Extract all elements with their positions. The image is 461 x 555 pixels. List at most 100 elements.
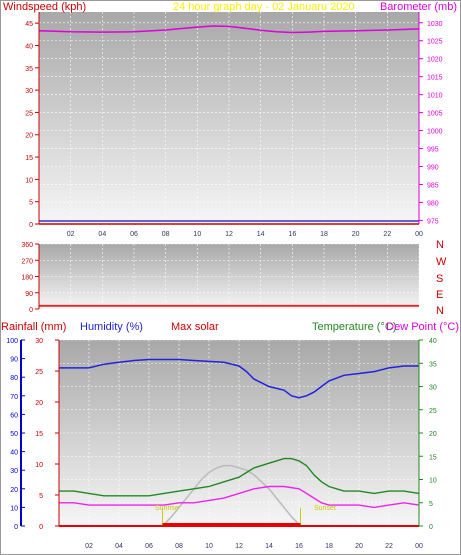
x-tick-label: 18	[325, 543, 333, 550]
x-tick-label: 16	[295, 543, 303, 550]
windspeed-tick-label: 35	[25, 66, 33, 73]
x-tick-label: 14	[265, 543, 273, 550]
barometer-tick-label: 1000	[427, 129, 443, 136]
x-tick-label: 18	[320, 231, 328, 238]
x-tick-label: 10	[193, 231, 201, 238]
windspeed-axis-label: Windspeed (kph)	[3, 1, 86, 13]
x-tick-label: 02	[67, 231, 75, 238]
windspeed-tick-label: 25	[25, 110, 33, 117]
windspeed-tick-label: 45	[25, 21, 33, 28]
rainfall-tick-label: 10	[35, 462, 43, 469]
temp-humidity-series	[59, 358, 420, 527]
legend-dew-point: Dew Point (°C)	[386, 321, 459, 333]
humidity-tick-label: 20	[10, 487, 18, 494]
rainfall-tick-label: 20	[35, 400, 43, 407]
legend-rainfall: Rainfall (mm)	[1, 321, 66, 333]
compass-label: S	[436, 273, 443, 285]
barometer-tick-label: 995	[427, 147, 439, 154]
barometer-tick-label: 1015	[427, 75, 443, 82]
x-tick-label: 04	[98, 231, 106, 238]
humidity-tick-label: 10	[10, 505, 18, 512]
windspeed-tick-label: 30	[25, 88, 33, 95]
humidity-tick-label: 90	[10, 357, 18, 364]
x-tick-label: 14	[257, 231, 265, 238]
x-tick-label: 22	[383, 231, 391, 238]
direction-tick-label: 360	[21, 242, 33, 249]
barometer-tick-label: 1020	[427, 57, 443, 64]
x-tick-label: 20	[355, 543, 363, 550]
windspeed-tick-label: 0	[29, 222, 33, 229]
temperature-tick-label: 30	[429, 385, 437, 392]
sunset-label: Sunset	[314, 505, 336, 512]
temperature-series	[59, 457, 420, 497]
barometer-tick-label: 1025	[427, 39, 443, 46]
humidity-tick-label: 30	[10, 468, 18, 475]
windspeed-tick-label: 15	[25, 155, 33, 162]
humidity-tick-label: 50	[10, 431, 18, 438]
barometer-series	[38, 25, 420, 34]
humidity-tick-label: 0	[14, 524, 18, 531]
max-solar-series	[161, 464, 302, 527]
windspeed-tick-label: 10	[25, 177, 33, 184]
sunrise-label: Sunrise	[155, 505, 179, 512]
daylight-strip	[162, 523, 301, 526]
direction-tick-label: 180	[21, 275, 33, 282]
legend-humidity: Humidity (%)	[80, 321, 143, 333]
legend-max-solar: Max solar	[171, 321, 219, 333]
compass-label: W	[436, 256, 447, 268]
rainfall-tick-label: 5	[39, 493, 43, 500]
barometer-axis-label: Barometer (mb)	[380, 1, 457, 13]
wind-baro-series	[38, 25, 420, 225]
x-tick-label: 22	[385, 543, 393, 550]
rainfall-tick-label: 25	[35, 369, 43, 376]
x-tick-label: 04	[115, 543, 123, 550]
barometer-tick-label: 990	[427, 165, 439, 172]
x-tick-label: 00	[415, 231, 423, 238]
temperature-tick-label: 20	[429, 431, 437, 438]
direction-tick-label: 270	[21, 258, 33, 265]
temperature-tick-label: 25	[429, 408, 437, 415]
windspeed-tick-label: 20	[25, 133, 33, 140]
rainfall-tick-label: 15	[35, 431, 43, 438]
temperature-tick-label: 15	[429, 454, 437, 461]
direction-tick-label: 90	[25, 291, 33, 298]
humidity-tick-label: 60	[10, 412, 18, 419]
x-tick-label: 00	[415, 543, 423, 550]
x-tick-label: 12	[235, 543, 243, 550]
barometer-tick-label: 1030	[427, 21, 443, 28]
temperature-tick-label: 0	[429, 524, 433, 531]
rainfall-tick-label: 0	[39, 524, 43, 531]
humidity-tick-label: 40	[10, 450, 18, 457]
legend-temperature: Temperature (°C)	[312, 321, 396, 333]
temp-humidity-axes: 0102030405060708090100051015202530051015…	[6, 338, 437, 550]
compass-label: E	[436, 289, 443, 301]
temperature-tick-label: 10	[429, 478, 437, 485]
barometer-tick-label: 985	[427, 182, 439, 189]
windspeed-tick-label: 5	[29, 200, 33, 207]
x-tick-label: 06	[145, 543, 153, 550]
x-tick-label: 02	[85, 543, 93, 550]
humidity-series	[59, 358, 419, 399]
x-tick-label: 10	[205, 543, 213, 550]
humidity-tick-label: 80	[10, 375, 18, 382]
rainfall-tick-label: 30	[35, 338, 43, 345]
barometer-tick-label: 980	[427, 200, 439, 207]
x-tick-label: 16	[288, 231, 296, 238]
direction-tick-label: 0	[29, 307, 33, 314]
x-tick-label: 20	[352, 231, 360, 238]
dew-point-series	[59, 485, 420, 509]
humidity-tick-label: 70	[10, 394, 18, 401]
barometer-tick-label: 1010	[427, 93, 443, 100]
temperature-tick-label: 5	[429, 501, 433, 508]
humidity-tick-label: 100	[6, 338, 18, 345]
compass-label: N	[436, 305, 444, 317]
x-tick-label: 08	[162, 231, 170, 238]
temperature-tick-label: 40	[429, 338, 437, 345]
wind-direction-grid	[38, 243, 420, 310]
windspeed-tick-label: 40	[25, 43, 33, 50]
chart-title: 24 hour graph day - 02 Januaru 2020	[173, 1, 355, 13]
x-tick-label: 06	[130, 231, 138, 238]
x-tick-label: 12	[225, 231, 233, 238]
